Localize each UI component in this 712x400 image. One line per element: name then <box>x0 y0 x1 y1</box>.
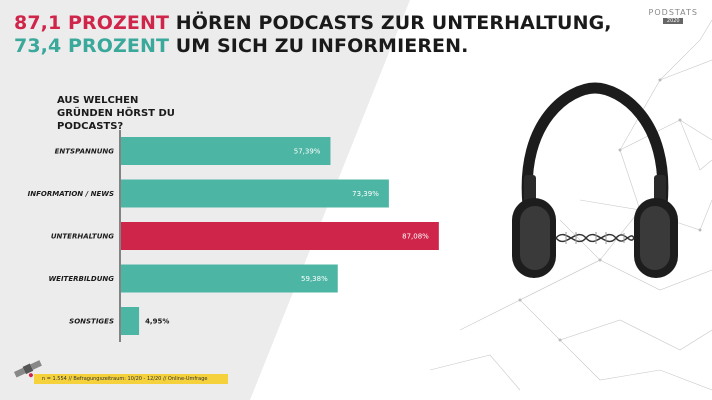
logo-text: PODSTATS <box>648 8 698 17</box>
logo-year: 2020 <box>663 18 684 24</box>
value-label: 4,95% <box>145 318 169 326</box>
headline-rest-2: UM SICH ZU INFORMIEREN. <box>169 35 469 57</box>
category-label: SONSTIGES <box>69 318 114 326</box>
bar-entspannung <box>121 137 331 165</box>
chart-title: AUS WELCHEN GRÜNDEN HÖRST DU PODCASTS? <box>57 95 175 132</box>
headline-highlight-1: 87,1 PROZENT <box>14 12 170 34</box>
bar-information-news <box>121 179 389 208</box>
category-label: INFORMATION / NEWS <box>28 190 114 198</box>
footer-bar: n = 1.554 // Befragungszeitraum: 10/20 -… <box>34 374 228 384</box>
headline-rest-1: HÖREN PODCASTS ZUR UNTERHALTUNG, <box>169 12 612 34</box>
podstats-logo: PODSTATS 2020 <box>649 8 698 24</box>
value-label: 73,39% <box>352 190 379 198</box>
category-label: ENTSPANNUNG <box>55 148 115 156</box>
bar-weiterbildung <box>121 264 338 293</box>
category-label: WEITERBILDUNG <box>48 275 114 283</box>
category-label: UNTERHALTUNG <box>51 233 114 241</box>
value-label: 57,39% <box>294 148 321 156</box>
footer-text: n = 1.554 // Befragungszeitraum: 10/20 -… <box>42 376 208 382</box>
value-label: 59,38% <box>301 275 328 283</box>
headline: 87,1 PROZENT HÖREN PODCASTS ZUR UNTERHAL… <box>14 12 612 58</box>
bar-sonstiges <box>121 307 140 335</box>
headline-highlight-2: 73,4 PROZENT <box>14 35 170 57</box>
value-label: 87,08% <box>402 233 429 241</box>
bar-unterhaltung <box>121 222 439 250</box>
